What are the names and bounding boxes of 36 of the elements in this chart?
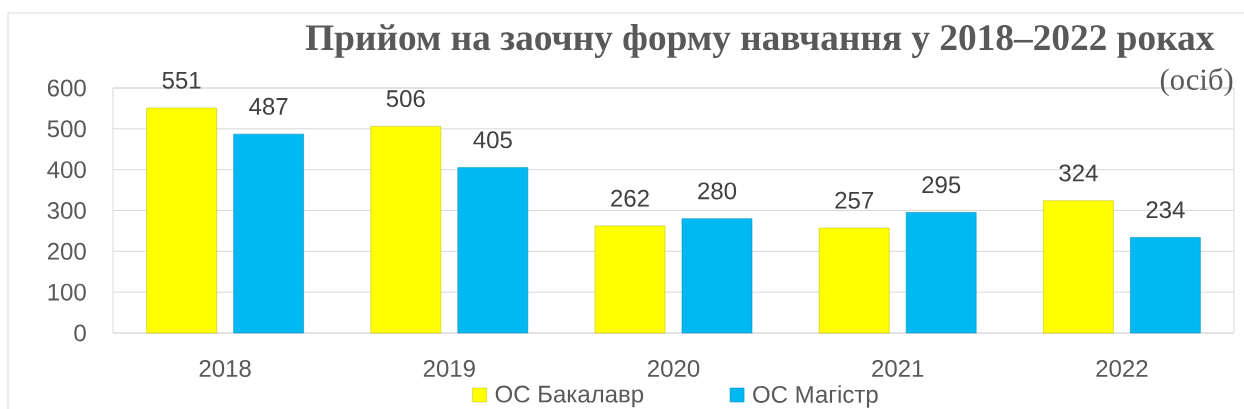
bar [233, 133, 304, 334]
bar [457, 167, 529, 334]
y-tick-label: 300 [47, 201, 86, 219]
x-tick-label: 2018 [199, 359, 251, 377]
bar [818, 227, 890, 334]
y-tick-label: 600 [47, 79, 86, 97]
data-label: 280 [698, 182, 737, 200]
bar [370, 126, 442, 334]
legend-label: ОС Магістр [753, 385, 878, 408]
data-label: 262 [611, 189, 649, 207]
data-label: 324 [1059, 164, 1098, 182]
data-label: 234 [1146, 201, 1185, 219]
data-label: 405 [473, 131, 512, 149]
bar [146, 107, 217, 334]
legend-label: ОС Бакалавр [495, 385, 644, 408]
data-label: 487 [249, 97, 288, 115]
y-tick-label: 100 [48, 283, 86, 301]
data-label: 295 [922, 176, 961, 194]
bar [1043, 200, 1114, 334]
data-label: 506 [386, 90, 425, 108]
annotation: (осіб) [1160, 67, 1233, 97]
data-label: 257 [835, 191, 874, 209]
x-tick-label: 2019 [423, 359, 475, 377]
y-tick-label: 200 [47, 242, 86, 260]
chart-title: Прийом на заочну форму навчання у 2018–2022 роках [305, 24, 1215, 58]
bar [1130, 237, 1201, 334]
data-label: 551 [162, 71, 201, 89]
bar [681, 218, 753, 334]
x-tick-label: 2021 [872, 359, 924, 377]
y-tick-label: 500 [47, 120, 86, 138]
bar [594, 225, 666, 334]
x-tick-label: 2020 [648, 359, 700, 377]
x-tick-label: 2022 [1096, 359, 1148, 377]
y-tick-label: 0 [74, 324, 86, 342]
y-tick-label: 400 [47, 161, 86, 179]
bar [905, 212, 977, 334]
